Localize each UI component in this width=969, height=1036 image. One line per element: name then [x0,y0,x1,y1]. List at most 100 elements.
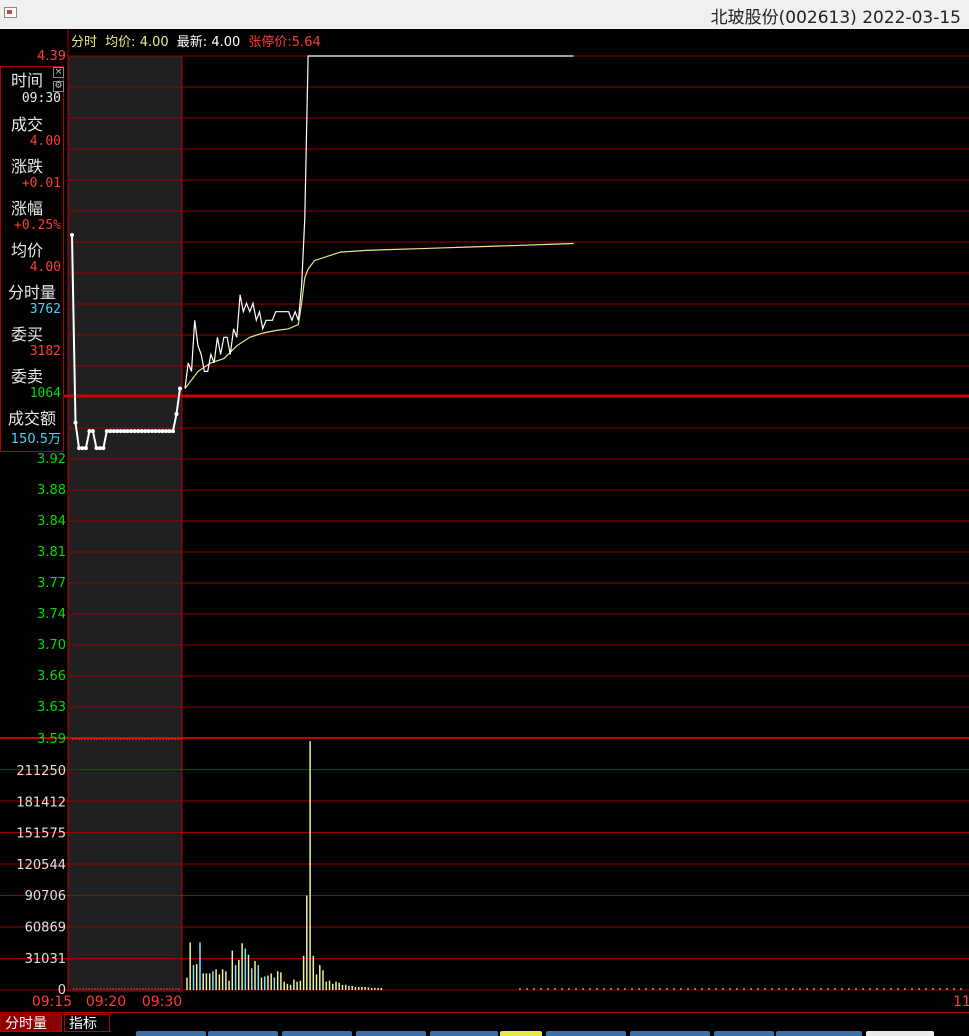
price-tick-label: 3.66 [37,669,66,684]
amount-value: 150.5万 [10,432,61,447]
header-avg-value: 4.00 [140,35,169,50]
volume-tick-label: 151575 [16,827,66,842]
auction-point [104,429,109,434]
auction-point [178,386,182,391]
auction-point [87,429,92,434]
auction-point [146,429,151,434]
auction-point [125,429,130,434]
auction-series [70,233,182,451]
auction-point [97,446,102,451]
bid-label: 委买 [10,325,43,344]
taskbar-item[interactable] [282,1031,352,1036]
taskbar-item[interactable] [136,1031,206,1036]
gear-icon[interactable]: ⚙ [53,81,64,92]
auction-point [70,233,74,237]
volume-tick-label: 90706 [25,889,66,904]
auction-point [83,446,88,451]
auction-point [101,446,106,451]
header-limit-price: 张停价:5.64 [248,34,320,50]
header-latest-label: 最新: [177,34,207,50]
taskbar-item[interactable] [430,1031,498,1036]
time-value: 09:30 [21,91,61,106]
taskbar-item[interactable] [776,1031,862,1036]
taskbar-item[interactable] [714,1031,774,1036]
taskbar-item[interactable] [866,1031,934,1036]
avg-price-value: 4.00 [29,260,61,275]
auction-point [132,429,137,434]
bid-value: 3182 [29,344,61,359]
taskbar-item-active[interactable] [500,1031,542,1036]
auction-point [139,429,144,434]
close-icon[interactable]: × [53,67,64,78]
taskbar-item[interactable] [630,1031,710,1036]
auction-point [115,429,120,434]
price-tick-label: 3.88 [37,483,66,498]
price-tick-label: 3.84 [37,514,66,529]
average-price-line [184,242,574,389]
taskbar-item[interactable] [356,1031,426,1036]
auction-point [160,429,165,434]
auction-period-background [68,56,182,992]
amount-label: 成交额 [7,409,56,428]
time-label: 时间 [10,71,43,90]
auction-point [157,429,162,434]
header-fenshi: 分时 [71,35,97,50]
auction-point [94,446,99,451]
auction-point [164,429,169,434]
auction-point [73,420,78,425]
price-axis-ticks: 4.39 3.92 3.88 3.84 3.81 3.77 3.74 3.70 3.66 3.63… [37,49,66,747]
volume-tick-label: 60869 [25,921,66,936]
volume-bars [73,741,962,990]
price-tick-label: 4.39 [37,49,66,64]
change-label: 涨跌 [10,157,43,176]
volume-value: 3762 [29,302,61,317]
volume-tick-label: 181412 [16,795,66,810]
header-avg-label: 均价: [105,35,135,50]
auction-point [111,429,116,434]
auction-point [77,446,81,451]
volume-axis-ticks: 211250 181412 151575 120544 90706 60869 31031 0 [16,764,66,998]
price-grid [68,55,969,739]
volume-tick-label: 0 [58,983,66,998]
auction-point [150,429,155,434]
tab-zhibiao[interactable]: 指标 [64,1014,110,1032]
auction-point [174,412,179,416]
taskbar-item[interactable] [208,1031,278,1036]
window-titlebar: 北玻股份(002613) 2022-03-15 [0,0,969,30]
price-tick-label: 3.92 [37,452,66,467]
price-line [184,55,574,389]
deal-value: 4.00 [29,134,61,149]
auction-point [122,429,127,434]
auction-point [80,446,85,451]
auction-point [90,429,95,434]
volume-grid [0,769,969,991]
price-tick-label: 3.59 [37,732,66,747]
auction-point [118,429,123,434]
taskbar-strip [0,1031,969,1036]
volume-tick-label: 120544 [16,858,66,873]
price-tick-label: 3.81 [37,545,66,560]
auction-point [136,429,141,434]
intraday-chart[interactable]: 4.39 3.92 3.88 3.84 3.81 3.77 3.74 3.70 3.66 3.63… [0,29,969,1013]
auction-point [153,429,158,434]
auction-point [167,429,172,434]
taskbar-item[interactable] [546,1031,626,1036]
pct-label: 涨幅 [10,199,43,218]
volume-label: 分时量 [7,283,56,302]
auction-point [108,429,113,434]
time-tick-label: 09:15 [32,994,72,1010]
volume-tick-label: 31031 [25,952,66,967]
auction-point [171,429,175,434]
chart-header: 分时 均价: 4.00 最新: 4.00 张停价:5.64 [71,34,321,50]
header-latest-value: 4.00 [211,35,240,50]
change-value: +0.01 [21,176,61,191]
info-panel: × ⚙ 时间 09:30 成交 4.00 涨跌 +0.01 涨幅 +0.25% … [0,66,64,452]
price-tick-label: 3.77 [37,576,66,591]
time-axis-ticks: 09:15 09:20 09:30 11 [32,994,969,1010]
avg-price-label: 均价 [10,241,43,260]
window-icon[interactable] [4,7,17,18]
time-tick-label: 09:20 [86,994,126,1010]
window-title: 北玻股份(002613) 2022-03-15 [710,8,961,28]
price-tick-label: 3.63 [37,700,66,715]
tab-fenshiliang[interactable]: 分时量 [0,1014,62,1032]
